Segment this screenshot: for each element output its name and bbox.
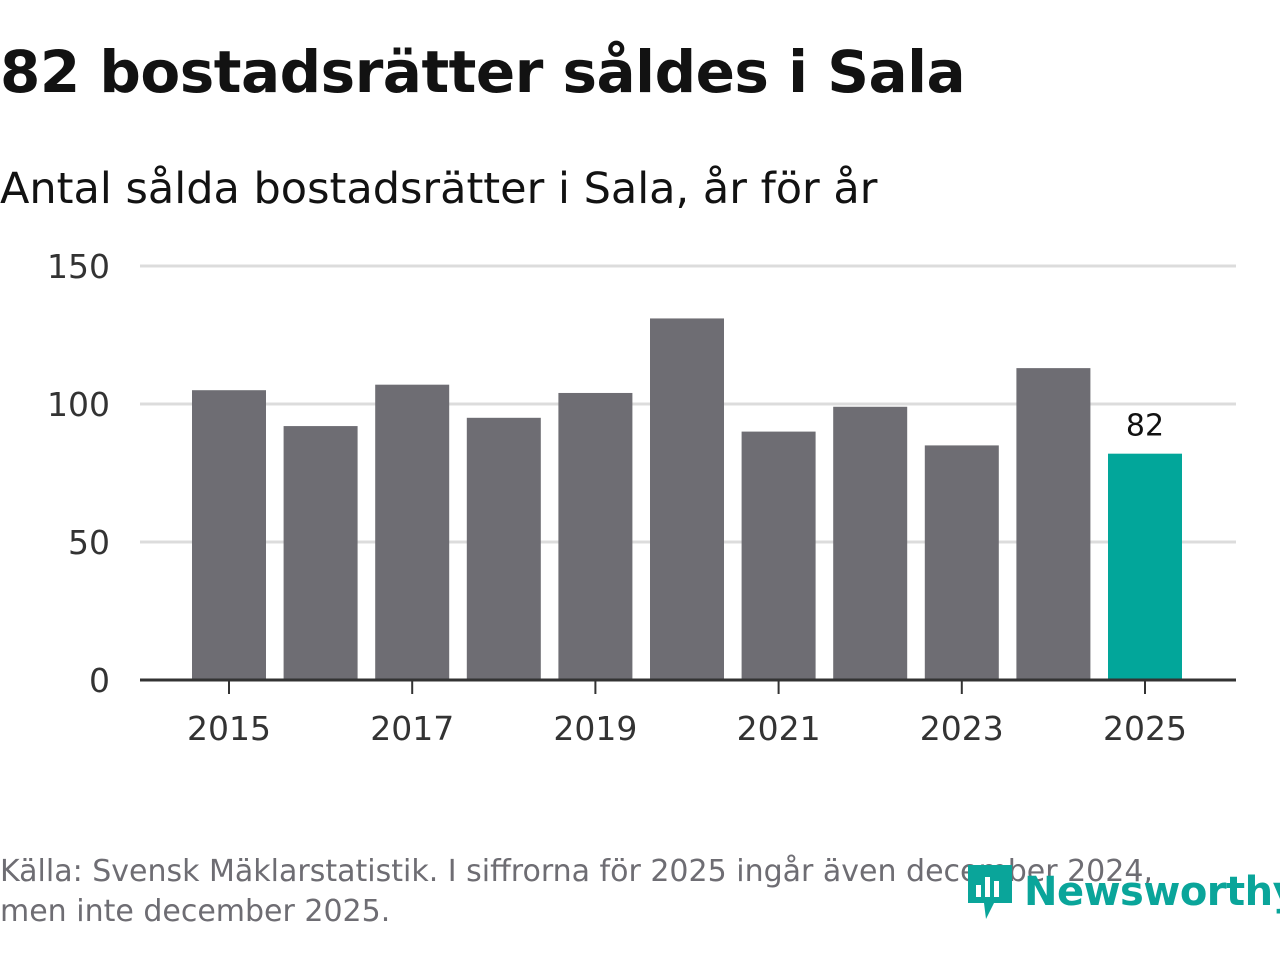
- bar-2024: [1016, 368, 1091, 680]
- bar-2025: [1108, 453, 1182, 680]
- x-tick-label: 2017: [370, 709, 454, 748]
- chart-subtitle: Antal sålda bostadsrätter i Sala, år för…: [0, 164, 878, 214]
- y-tick-label: 150: [47, 247, 110, 286]
- bar-2019: [558, 392, 633, 680]
- x-tick-label: 2021: [737, 709, 821, 748]
- bar-2017: [375, 384, 450, 680]
- bars: [192, 318, 1182, 680]
- bar-2018: [466, 417, 541, 680]
- x-axis-ticks: 2015 2017 2019 2021 2023 2025: [187, 680, 1187, 748]
- y-axis-ticks: 0 50 100 150: [47, 247, 110, 700]
- brand-name: Newsworthy: [1024, 869, 1280, 915]
- y-tick-label: 50: [68, 523, 110, 562]
- source-line-2: men inte december 2025.: [0, 894, 391, 929]
- data-labels: 82: [1126, 409, 1164, 444]
- source-line-1: Källa: Svensk Mäklarstatistik. I siffror…: [0, 854, 1153, 889]
- bar-2021: [741, 431, 816, 680]
- x-tick-label: 2023: [920, 709, 1004, 748]
- bar-2023: [924, 445, 999, 680]
- x-tick-label: 2015: [187, 709, 271, 748]
- bar-2022: [833, 406, 908, 680]
- newsworthy-logo-icon: [968, 865, 1012, 919]
- y-tick-label: 0: [89, 661, 110, 700]
- data-label-2025: 82: [1126, 409, 1164, 444]
- source-note: Källa: Svensk Mäklarstatistik. I siffror…: [0, 852, 1200, 932]
- bar-2015: [192, 390, 266, 680]
- x-tick-label: 2025: [1103, 709, 1187, 748]
- x-tick-label: 2019: [553, 709, 637, 748]
- bar-2016: [283, 426, 358, 680]
- chart-title: 82 bostadsrätter såldes i Sala: [0, 38, 966, 106]
- y-tick-label: 100: [47, 385, 110, 424]
- bar-2020: [650, 318, 724, 680]
- brand-logo: Newsworthy: [964, 862, 1280, 922]
